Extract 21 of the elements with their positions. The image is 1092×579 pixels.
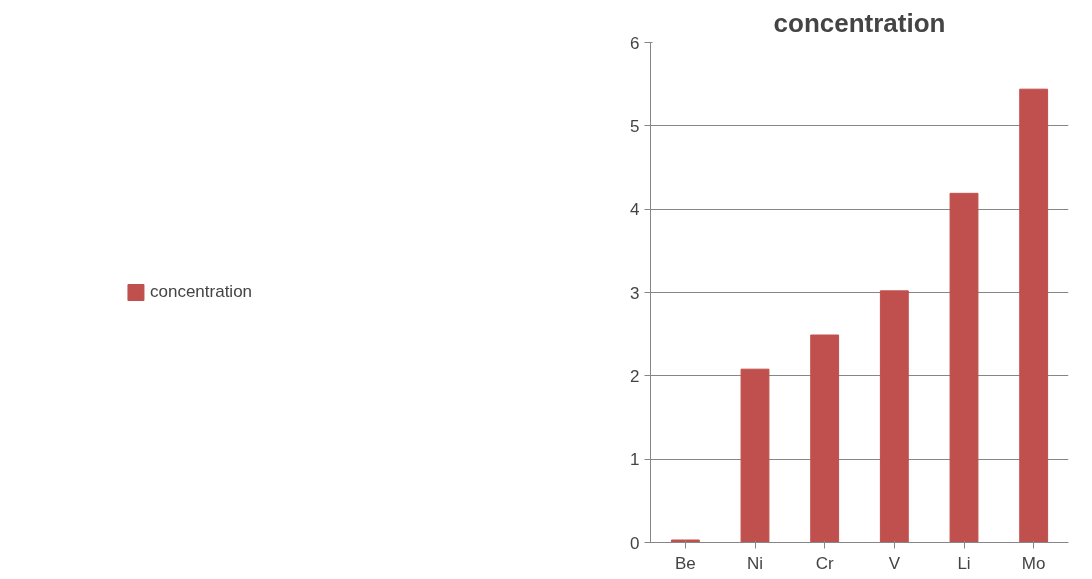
x-tick-label: Ni xyxy=(746,553,764,573)
y-tick-label: 4 xyxy=(630,200,640,220)
x-tick-label: V xyxy=(888,553,901,573)
x-tick-label: Mo xyxy=(1021,553,1046,573)
bar xyxy=(949,192,979,543)
bar xyxy=(810,334,840,543)
y-tick-label: 6 xyxy=(630,33,640,53)
y-tick-label: 1 xyxy=(630,450,640,470)
y-tick-label: 5 xyxy=(630,116,640,136)
bar xyxy=(1019,88,1049,543)
y-tick-label: 3 xyxy=(630,283,640,303)
y-tick-label: 0 xyxy=(630,533,640,553)
bar xyxy=(740,368,770,543)
x-tick-label: Li xyxy=(957,553,971,573)
y-tick-label: 2 xyxy=(630,366,640,386)
bar xyxy=(879,290,909,543)
bar xyxy=(670,539,700,543)
x-tick-label: Cr xyxy=(815,553,834,573)
chart-title: concentration xyxy=(773,7,946,38)
x-tick-label: Be xyxy=(674,553,696,573)
legend-label: concentration xyxy=(149,282,253,302)
